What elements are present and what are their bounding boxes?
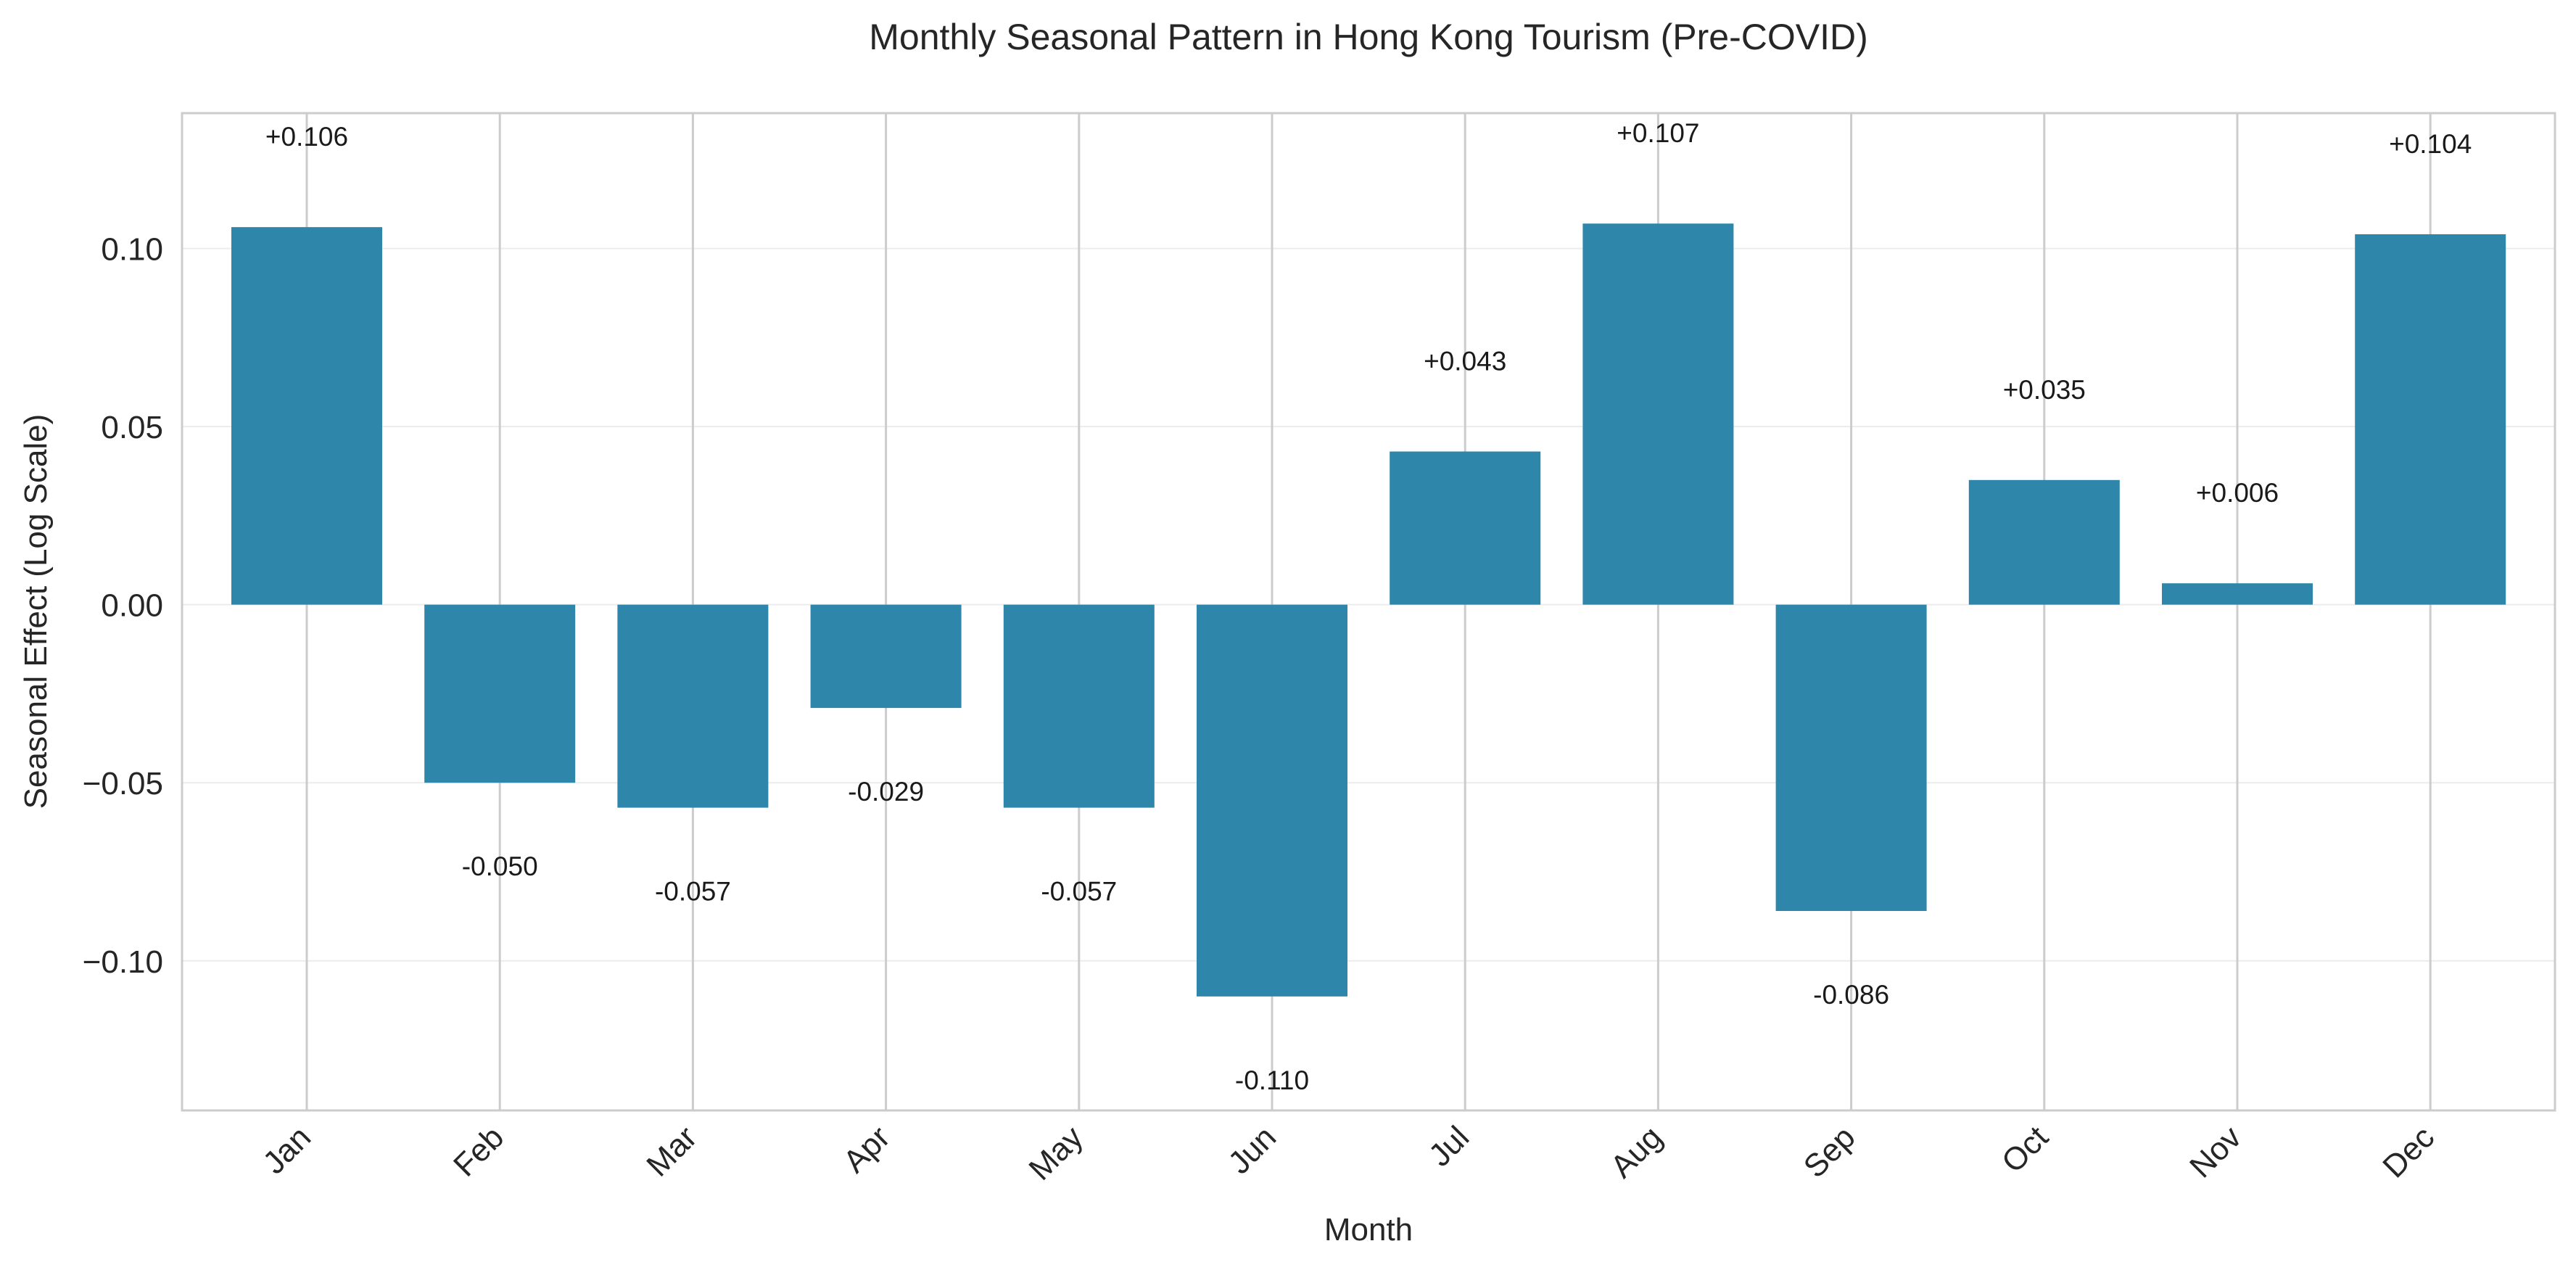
x-tick-label: Aug [1603, 1119, 1669, 1184]
y-tick-label: 0.05 [101, 410, 163, 445]
bar [810, 604, 962, 709]
data-label: -0.057 [1041, 877, 1117, 907]
bar [424, 604, 576, 783]
bar [231, 227, 382, 605]
chart-title: Monthly Seasonal Pattern in Hong Kong To… [869, 17, 1867, 57]
x-axis-label: Month [1324, 1212, 1413, 1248]
data-label: +0.006 [2196, 478, 2279, 508]
x-tick-label: Oct [1995, 1119, 2055, 1179]
bar [2355, 234, 2506, 605]
data-labels: +0.106 -0.050 -0.057 -0.029 -0.057 -0.110 +0.0… [265, 118, 2472, 1095]
y-tick-label: 0.00 [101, 588, 163, 624]
data-label: +0.035 [2003, 375, 2086, 405]
data-label: -0.029 [848, 777, 924, 807]
data-label: +0.106 [265, 122, 348, 152]
x-tick-label: Jan [256, 1119, 318, 1181]
plot-frame [181, 112, 2556, 1112]
x-tick-label: Mar [640, 1119, 703, 1183]
data-label: +0.043 [1424, 347, 1506, 376]
bar [1003, 604, 1155, 808]
x-tick-label: Jun [1221, 1119, 1283, 1181]
data-label: -0.110 [1235, 1065, 1309, 1095]
x-tick-label: Dec [2376, 1119, 2441, 1184]
data-label: -0.050 [462, 852, 538, 881]
x-tick-label: Jul [1422, 1119, 1476, 1173]
bar [2162, 583, 2313, 605]
data-label: +0.104 [2389, 129, 2472, 159]
data-label: -0.086 [1813, 980, 1889, 1010]
x-tick-label: Apr [837, 1119, 897, 1179]
bar [1197, 604, 1347, 997]
y-tick-label: −0.05 [83, 766, 163, 801]
y-tick-label: 0.10 [101, 232, 163, 268]
x-axis: Jan Feb Mar Apr May Jun Jul Aug Sep Oct Nov Dec [256, 1119, 2441, 1187]
data-label: +0.107 [1617, 118, 1699, 148]
y-tick-label: −0.10 [83, 944, 163, 980]
data-label: -0.057 [655, 877, 731, 907]
bar [1968, 479, 2120, 605]
y-axis-label: Seasonal Effect (Log Scale) [18, 414, 54, 809]
bar [617, 604, 769, 808]
y-axis: −0.10 −0.05 0.00 0.05 0.10 [83, 232, 163, 980]
x-tick-label: Sep [1797, 1119, 1862, 1184]
bar [1582, 223, 1734, 605]
bars [231, 223, 2506, 997]
x-tick-label: Nov [2183, 1119, 2248, 1184]
bar [1390, 451, 1541, 605]
bar [1775, 604, 1927, 911]
x-tick-label: May [1022, 1119, 1089, 1187]
x-tick-label: Feb [447, 1119, 511, 1183]
